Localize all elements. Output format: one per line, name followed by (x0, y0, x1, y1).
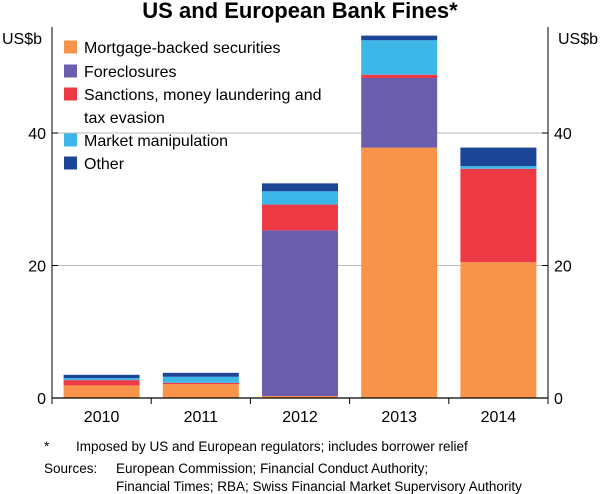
x-tick-label: 2011 (184, 409, 219, 426)
y-axis-unit-left: US$b (2, 31, 42, 48)
legend-label: Sanctions, money laundering and (84, 87, 322, 104)
bar-segment-2013-series-0 (361, 147, 438, 398)
sources-line-1: European Commission; Financial Conduct A… (116, 461, 429, 476)
legend-label: Mortgage-backed securities (84, 40, 281, 57)
bar-segment-2010-series-2 (63, 380, 140, 386)
bar-segment-2011-series-3 (162, 376, 239, 383)
x-tick-label: 2014 (481, 409, 517, 426)
bar-segment-2012-series-1 (262, 230, 338, 397)
y-tick-label-left: 0 (37, 391, 46, 408)
legend-label: Foreclosures (84, 64, 176, 81)
bar-segment-2014-series-4 (460, 147, 537, 167)
chart-title: US and European Bank Fines* (142, 0, 458, 23)
bar-segment-2012-series-2 (262, 204, 338, 231)
bar-segment-2013-series-3 (361, 40, 438, 75)
y-axis-unit-right: US$b (558, 31, 598, 48)
legend-swatch (64, 87, 77, 101)
legend-swatch (64, 133, 77, 147)
legend-swatch (64, 64, 77, 78)
bar-segment-2010-series-3 (63, 378, 140, 381)
sources-label: Sources: (44, 461, 98, 476)
bar-segment-2011-series-0 (162, 384, 239, 398)
bar-segment-2011-series-2 (162, 382, 239, 385)
bar-segment-2014-series-3 (460, 166, 537, 169)
legend: Mortgage-backed securities Foreclosures Sa… (64, 40, 322, 173)
legend-swatch (64, 156, 77, 170)
bars (63, 35, 537, 398)
footnote-mark: * (44, 439, 50, 454)
legend-label: tax evasion (84, 110, 165, 127)
bar-segment-2014-series-2 (460, 168, 537, 263)
x-tick-label: 2012 (282, 409, 318, 426)
bar-segment-2012-series-3 (262, 191, 338, 205)
legend-label: Other (84, 156, 125, 173)
y-tick-label-right: 40 (554, 126, 572, 143)
y-tick-label-left: 40 (28, 126, 46, 143)
legend-swatch (64, 40, 77, 54)
x-tick-label: 2010 (84, 409, 120, 426)
bar-segment-2010-series-4 (63, 374, 140, 379)
footnote-text: Imposed by US and European regulators; i… (76, 439, 468, 454)
bar-segment-2010-series-0 (63, 385, 140, 398)
bar-segment-2013-series-1 (361, 78, 438, 148)
y-tick-label-left: 20 (28, 259, 46, 276)
bar-segment-2012-series-0 (262, 396, 338, 398)
y-tick-label-right: 0 (554, 391, 563, 408)
y-tick-label-right: 20 (554, 259, 572, 276)
bar-segment-2011-series-4 (162, 372, 239, 377)
bar-segment-2013-series-4 (361, 35, 438, 41)
bar-segment-2013-series-2 (361, 74, 438, 79)
bar-segment-2012-series-4 (262, 183, 338, 192)
sources-line-2: Financial Times; RBA; Swiss Financial Ma… (116, 479, 522, 494)
legend-label: Market manipulation (84, 133, 228, 150)
bar-segment-2014-series-0 (460, 262, 537, 398)
x-tick-label: 2013 (381, 409, 417, 426)
